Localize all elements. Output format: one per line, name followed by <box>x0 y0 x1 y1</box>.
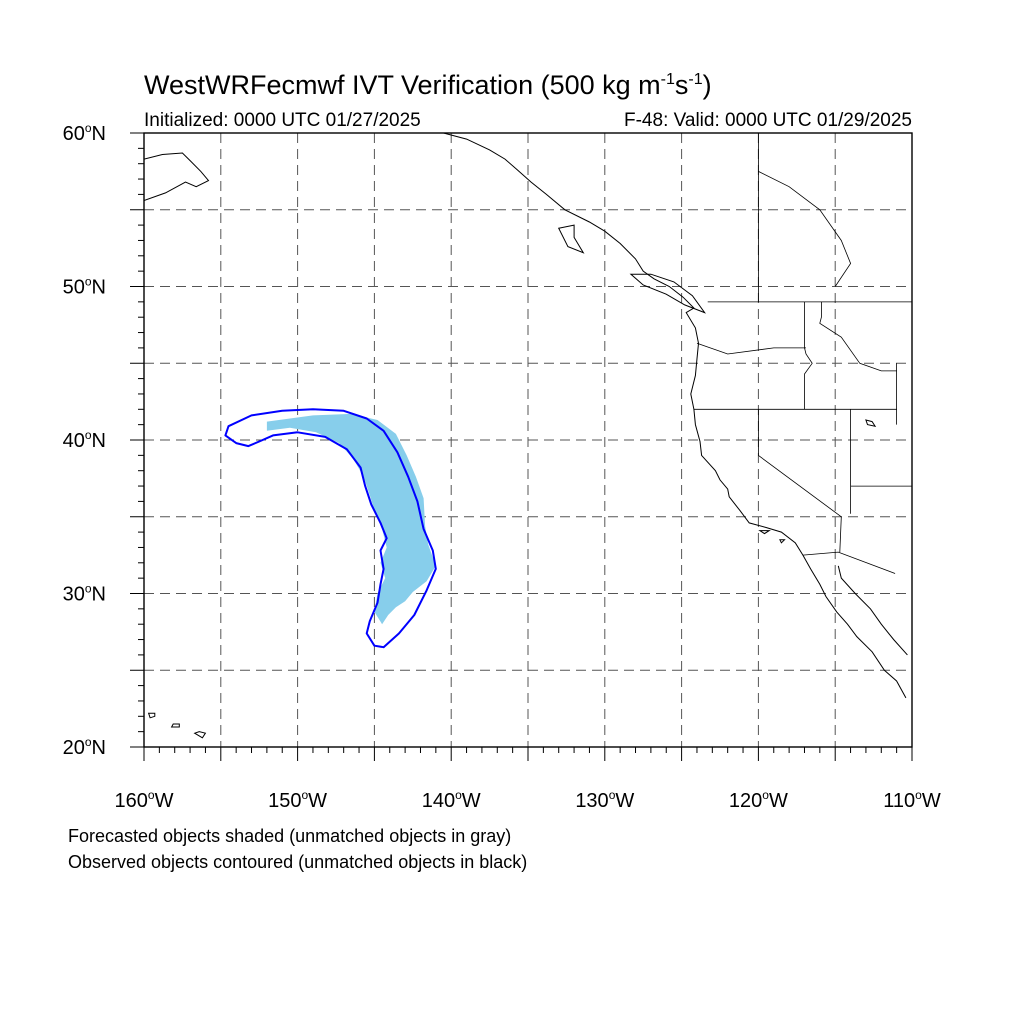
chart-title: WestWRFecmwf IVT Verification (500 kg m-… <box>144 70 712 100</box>
lat-label: 50oN <box>63 275 106 299</box>
lat-label: 60oN <box>63 121 106 145</box>
lon-label: 160oW <box>115 788 174 812</box>
island-outline <box>193 731 207 739</box>
state-border <box>819 301 897 372</box>
graticule <box>144 133 912 747</box>
alaska-coast-line <box>144 152 210 201</box>
state-border <box>758 171 852 287</box>
island-outline <box>216 746 222 747</box>
lat-label: 20oN <box>63 735 106 759</box>
footnote-observed: Observed objects contoured (unmatched ob… <box>68 852 528 872</box>
ivt-objects <box>224 408 437 649</box>
state-border <box>802 551 896 574</box>
island-outline <box>865 419 877 427</box>
lon-label: 130oW <box>575 788 634 812</box>
west-coast-line <box>443 133 907 699</box>
island-outline <box>170 723 180 728</box>
lon-label: 120oW <box>729 788 788 812</box>
state-border <box>758 409 842 553</box>
island-outline <box>758 530 771 535</box>
island-outline <box>147 712 156 719</box>
gulf-coast-line <box>837 565 908 656</box>
state-border <box>804 301 813 410</box>
island-outline <box>557 224 585 254</box>
lat-label: 30oN <box>63 582 106 606</box>
observed-object-contour <box>224 408 437 649</box>
island-outline <box>779 539 786 544</box>
island-outline <box>629 273 706 314</box>
state-border <box>696 342 806 355</box>
valid-time-label: F-48: Valid: 0000 UTC 01/29/2025 <box>624 110 912 131</box>
axis-labels: 60oN 50oN 40oN 30oN 20oN 160oW 150oW 140oW 130oW… <box>63 121 941 812</box>
init-time-label: Initialized: 0000 UTC 01/27/2025 <box>144 110 421 131</box>
lon-label: 110oW <box>883 788 941 812</box>
lon-label: 150oW <box>268 788 327 812</box>
footnote-forecast: Forecasted objects shaded (unmatched obj… <box>68 826 512 846</box>
forecast-object-shading <box>266 413 436 625</box>
lon-label: 140oW <box>422 788 481 812</box>
lat-label: 40oN <box>63 428 106 452</box>
geography <box>144 133 912 747</box>
axis-ticks <box>130 132 913 761</box>
